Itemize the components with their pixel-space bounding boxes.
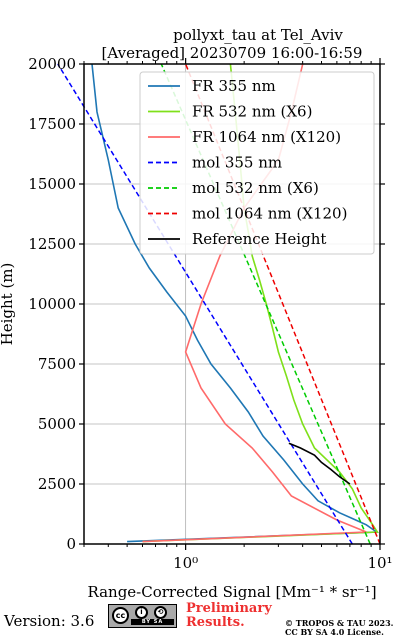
y-axis-label: Height (m) — [0, 263, 16, 346]
legend-label: FR 355 nm — [192, 77, 276, 95]
plot-area: 0 2500 5000 7500 10000 12500 15000 17500 20000 10… — [28, 55, 392, 572]
legend-label: FR 1064 nm (X120) — [192, 128, 341, 146]
y-tick-label: 20000 — [28, 55, 76, 73]
y-tick-label: 17500 — [28, 115, 76, 133]
series-line — [184, 63, 381, 545]
preliminary-line-2: Results. — [186, 615, 245, 630]
y-tick-label: 12500 — [28, 235, 76, 253]
legend-label: mol 355 nm — [192, 154, 282, 172]
preliminary-notice: Preliminary Results. — [186, 602, 272, 630]
footer: Version: 3.6 cc i ⟲ BY SA Preliminary Re… — [0, 600, 400, 640]
y-tick-label: 15000 — [28, 175, 76, 193]
sa-icon: ⟲ — [154, 606, 167, 619]
chart: pollyxt_tau at Tel_Aviv [Averaged] 20230… — [0, 26, 393, 600]
y-tick-label: 5000 — [38, 415, 76, 433]
chart-title: pollyxt_tau at Tel_Aviv — [173, 26, 343, 44]
legend-label: FR 532 nm (X6) — [192, 103, 312, 121]
version-label: Version: 3.6 — [4, 612, 95, 630]
license-badge-text: BY SA — [131, 619, 174, 625]
x-tick-label: 10⁰ — [173, 554, 198, 572]
preliminary-line-1: Preliminary — [186, 601, 272, 616]
legend-label: mol 1064 nm (X120) — [192, 205, 347, 223]
series-line — [288, 442, 351, 485]
y-tick-label: 7500 — [38, 355, 76, 373]
by-icon: i — [135, 606, 148, 619]
legend-box — [139, 71, 375, 255]
cc-license-badge: cc i ⟲ BY SA — [108, 604, 177, 628]
y-tick-label: 0 — [66, 535, 76, 553]
legend-label: Reference Height — [192, 230, 326, 248]
y-tick-label: 10000 — [28, 295, 76, 313]
x-tick-label: 10¹ — [367, 554, 392, 572]
cc-icon: cc — [112, 607, 129, 624]
chart-subtitle: [Averaged] 20230709 16:00-16:59 — [102, 44, 363, 62]
legend-label: mol 532 nm (X6) — [192, 179, 319, 197]
copyright-line-2: CC BY SA 4.0 License. — [285, 627, 384, 637]
x-axis-label: Range-Corrected Signal [Mm⁻¹ * sr⁻¹] — [87, 583, 376, 600]
copyright-notice: © TROPOS & TAU 2023. CC BY SA 4.0 Licens… — [285, 619, 393, 637]
series-line — [57, 63, 353, 545]
y-tick-label: 2500 — [38, 475, 76, 493]
series-line — [91, 63, 380, 543]
copyright-line-1: © TROPOS & TAU 2023. — [285, 618, 394, 628]
